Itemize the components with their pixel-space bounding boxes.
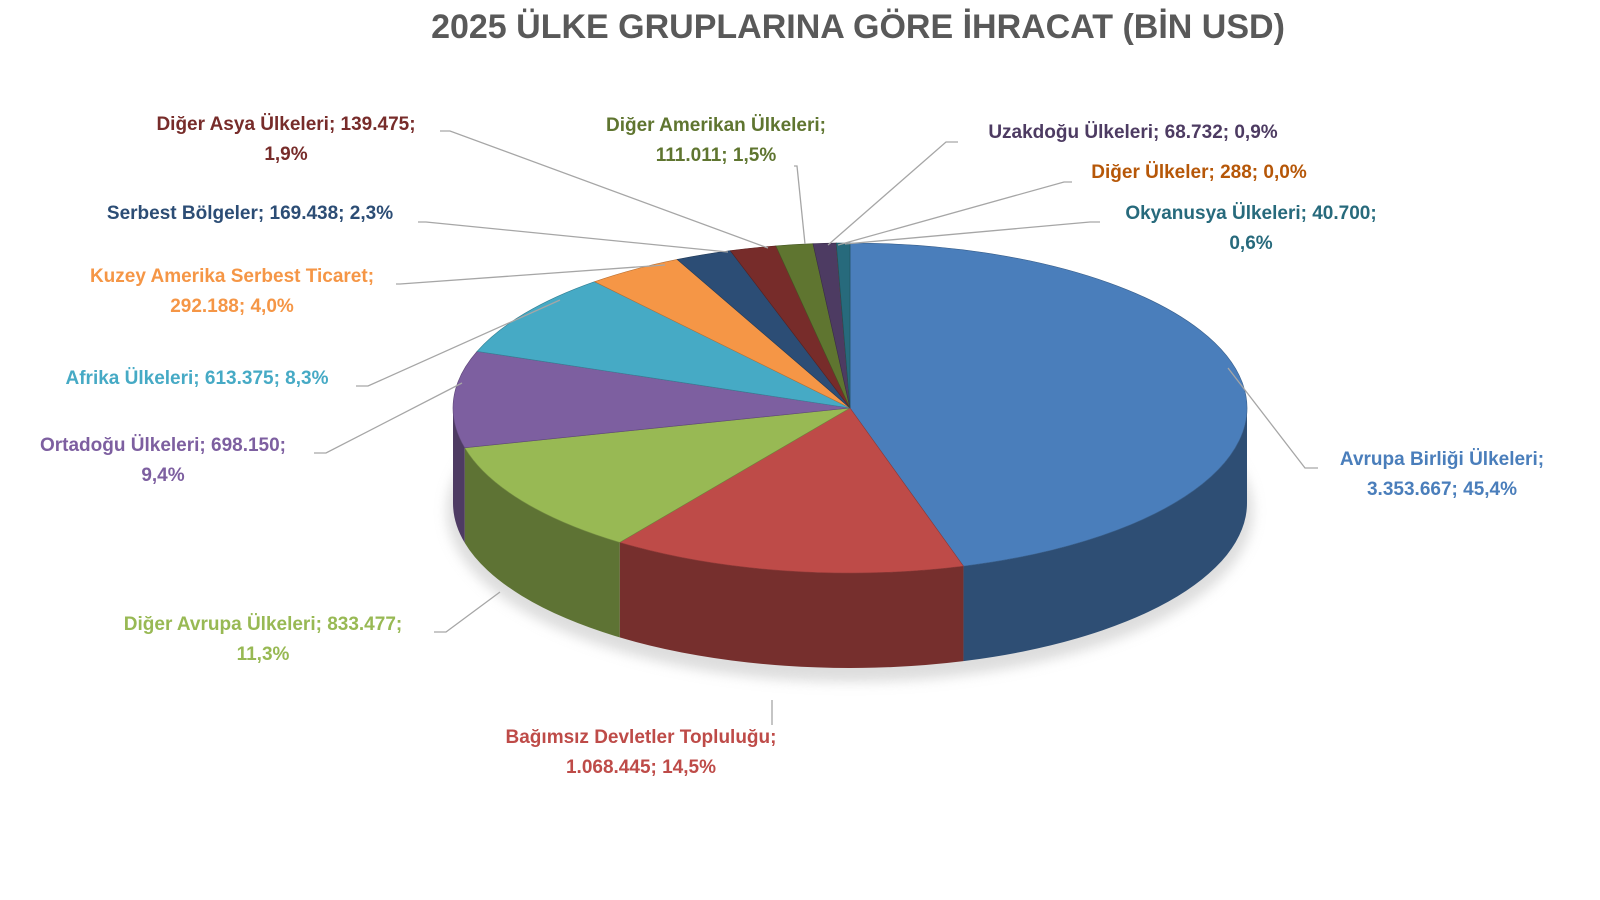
data-label: Diğer Asya Ülkeleri; 139.475; 1,9% [156, 110, 415, 170]
data-label-line: 9,4% [141, 465, 185, 486]
slice-ortado-u-lkeleri[interactable] [452, 351, 851, 449]
leader-line [794, 165, 806, 245]
data-label-line: Diğer Avrupa Ülkeleri; 833.477; [123, 614, 403, 635]
slice-side-3 [453, 408, 465, 543]
leader-line [356, 299, 561, 387]
data-label-line: 11,3% [236, 644, 290, 665]
data-label-line: Diğer Asya Ülkeleri; 139.475; [156, 114, 416, 135]
data-label-line: Diğer Amerikan Ülkeleri; [606, 115, 826, 136]
slice-side-1 [619, 542, 964, 668]
leader-line [1227, 367, 1318, 469]
data-label-line: 0,6% [1229, 233, 1273, 254]
data-label-line: 292.188; 4,0% [170, 296, 294, 317]
leader-line [418, 221, 729, 253]
leader-line [844, 221, 1100, 245]
data-label: Diğer Avrupa Ülkeleri; 833.477; 11,3% [124, 610, 402, 670]
leader-line [314, 382, 463, 454]
data-label-line: 1.068.445; 14,5% [565, 757, 716, 778]
leader-line [827, 141, 958, 246]
data-label-line: Avrupa Birliği Ülkeleri; [1339, 449, 1545, 470]
data-label: Avrupa Birliği Ülkeleri; 3.353.667; 45,4% [1340, 445, 1544, 505]
chart-title: 2025 ÜLKE GRUPLARINA GÖRE İHRACAT (BİN U… [431, 8, 1285, 46]
data-label: Bağımsız Devletler Topluluğu; 1.068.445; … [506, 723, 777, 783]
data-label-line: Ortadoğu Ülkeleri; 698.150; [39, 435, 287, 456]
data-label-line: Kuzey Amerika Serbest Ticaret; [89, 266, 375, 287]
slice-side-2 [464, 447, 620, 638]
data-label-line: 1,9% [264, 144, 308, 165]
data-label-line: Diğer Ülkeler; 288; 0,0% [1091, 162, 1307, 183]
data-label-line: 111.011; 1,5% [655, 145, 777, 166]
data-label: Okyanusya Ülkeleri; 40.700; 0,6% [1125, 199, 1376, 259]
data-label-line: Bağımsız Devletler Topluluğu; [505, 727, 777, 748]
slice-di-er-avrupa-lkeleri[interactable] [464, 407, 851, 543]
data-label: Kuzey Amerika Serbest Ticaret; 292.188; 4… [90, 262, 374, 322]
slice-avrupa-birli-i-lkeleri[interactable] [849, 242, 1248, 567]
slice-ba-ms-z-devletler-toplulu-u[interactable] [618, 407, 964, 574]
data-label: Uzakdoğu Ülkeleri; 68.732; 0,9% [988, 118, 1277, 148]
data-label: Afrika Ülkeleri; 613.375; 8,3% [66, 364, 329, 394]
data-label: Diğer Ülkeler; 288; 0,0% [1091, 158, 1306, 188]
slice-afrika-lkeleri[interactable] [476, 281, 851, 409]
data-label: Ortadoğu Ülkeleri; 698.150; 9,4% [40, 431, 286, 491]
data-label-line: Okyanusya Ülkeleri; 40.700; [1125, 203, 1377, 224]
leader-line [434, 591, 501, 633]
leader-line [837, 181, 1072, 246]
data-label-line: Uzakdoğu Ülkeleri; 68.732; 0,9% [988, 122, 1278, 143]
data-label: Serbest Bölgeler; 169.438; 2,3% [107, 199, 393, 229]
leader-line [440, 130, 769, 249]
data-label: Diğer Amerikan Ülkeleri; 111.011; 1,5% [606, 111, 826, 171]
data-label-line: 3.353.667; 45,4% [1366, 479, 1518, 500]
leader-line [396, 264, 666, 285]
data-label-line: Afrika Ülkeleri; 613.375; 8,3% [65, 368, 329, 389]
data-label-line: Serbest Bölgeler; 169.438; 2,3% [106, 203, 394, 224]
